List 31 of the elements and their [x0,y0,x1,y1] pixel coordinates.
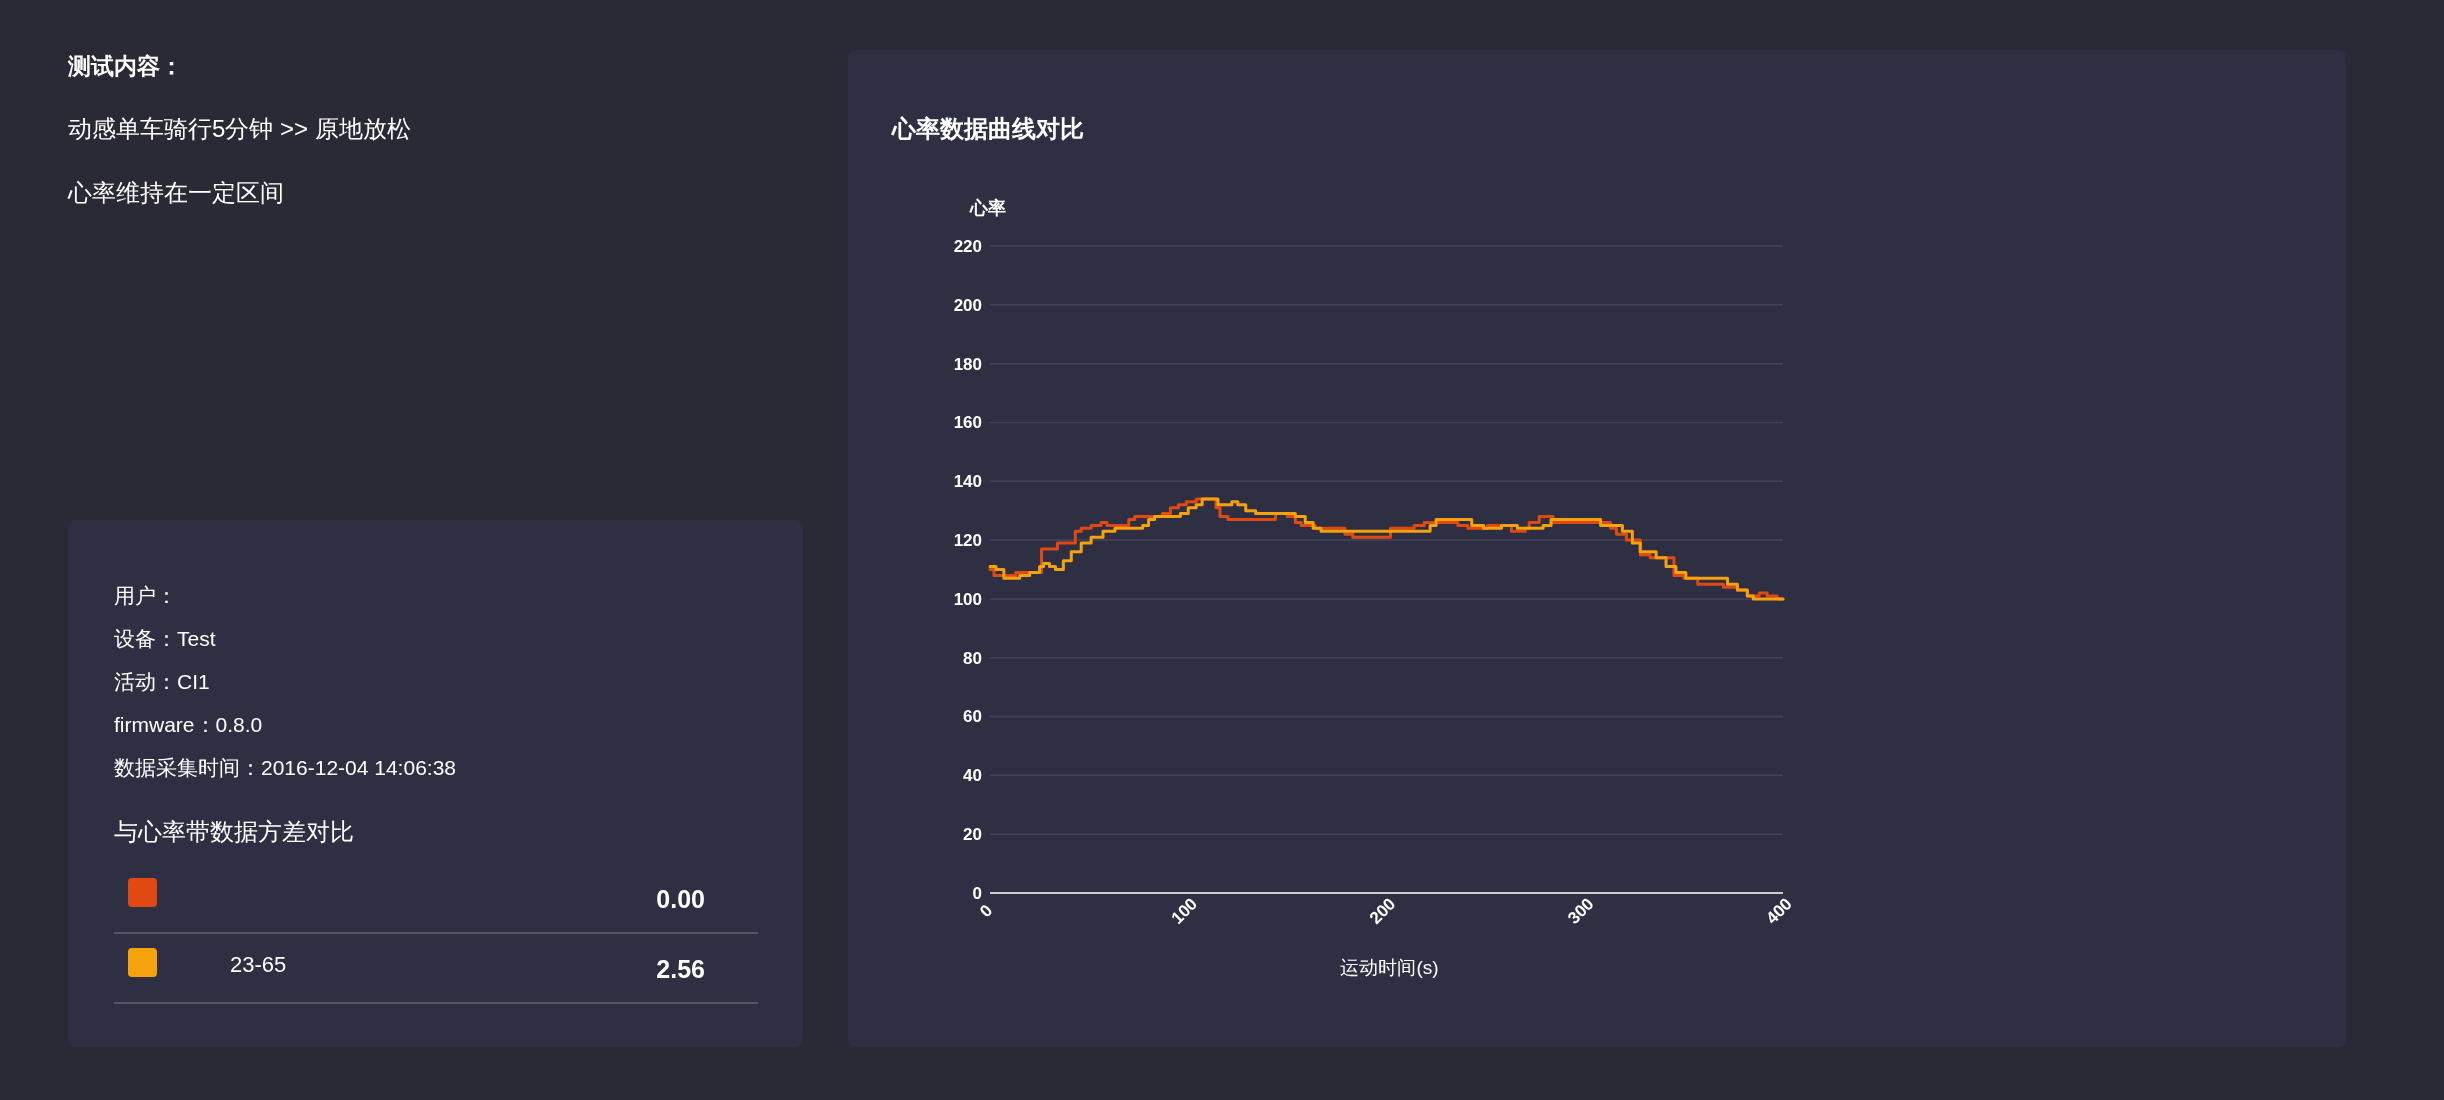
text: 设备：Test [114,627,216,650]
x-axis-title: 运动时间(s) [1340,957,1439,978]
text: 数据采集时间：2016-12-04 14:06:38 [114,756,456,779]
y-tick-label: 80 [963,648,982,668]
y-tick-label: 40 [963,766,982,786]
text: firmware：0.8.0 [114,713,263,736]
y-axis-title: 心率 [969,198,1006,218]
y-tick-label: 100 [953,589,982,609]
text: 动感单车骑行5分钟 >> 原地放松 [68,115,411,142]
y-tick-label: 160 [953,413,982,433]
chart-title: 心率数据曲线对比 [891,115,1084,142]
y-tick-label: 60 [963,707,982,727]
x-tick-label: 0 [976,901,997,922]
y-tick-label: 140 [953,472,982,492]
text: 与心率带数据方差对比 [114,818,354,845]
text: 测试内容： [67,53,183,79]
y-tick-label: 20 [963,825,982,845]
y-tick-label: 220 [953,236,982,256]
text: 心率维持在一定区间 [67,179,284,206]
y-tick-label: 120 [953,531,982,551]
text: 活动：CI1 [114,670,210,693]
y-tick-label: 180 [953,354,982,374]
x-tick-label: 400 [1762,894,1796,928]
text: 0.00 [656,885,705,913]
x-tick-label: 300 [1564,894,1598,928]
text: 用户： [114,584,177,607]
y-tick-label: 200 [953,295,982,315]
text: 23-65 [230,952,287,977]
x-tick-label: 100 [1167,894,1202,928]
x-tick-label: 200 [1365,894,1400,928]
text: 2.56 [656,955,705,983]
